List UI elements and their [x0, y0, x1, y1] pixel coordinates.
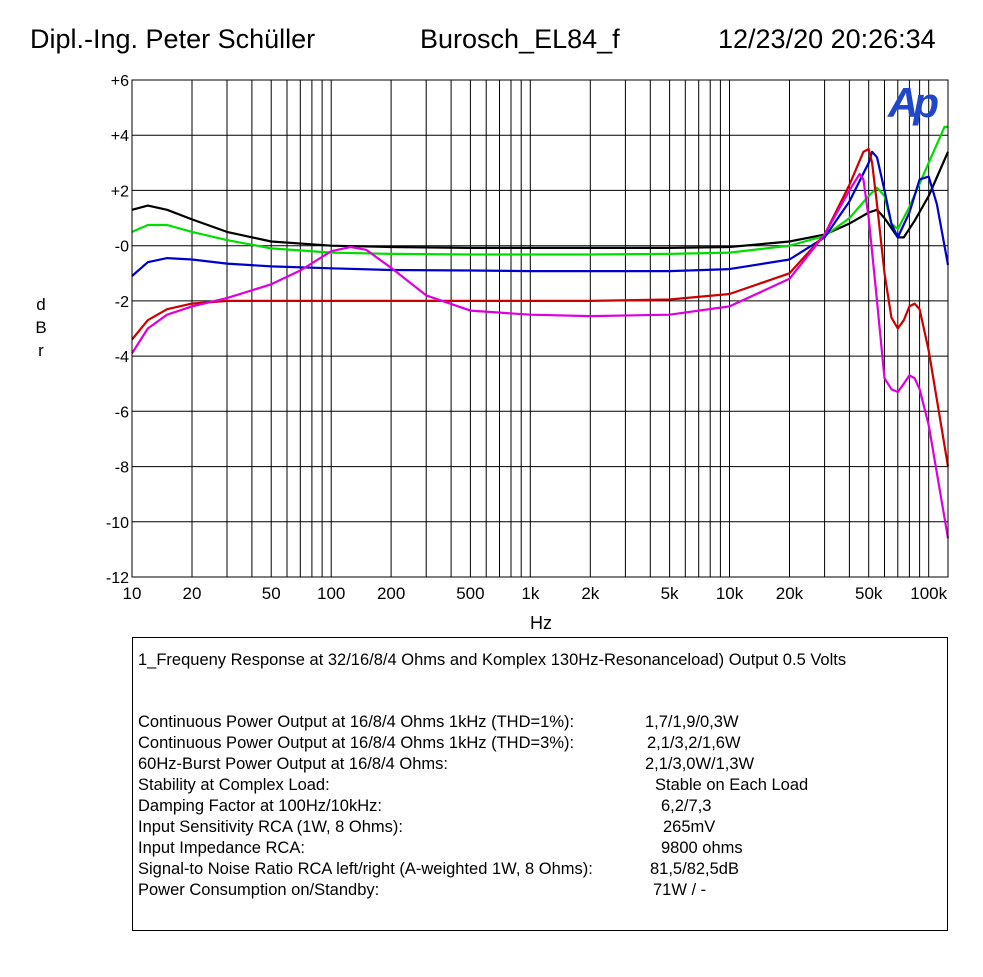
y-tick-label: +2 — [111, 183, 129, 200]
y-tick-label: -6 — [115, 404, 129, 421]
y-tick-label: -12 — [106, 570, 129, 587]
spec-value: 2,1/3,2/1,6W — [647, 734, 741, 752]
info-box: 1_Frequeny Response at 32/16/8/4 Ohms an… — [132, 637, 948, 931]
series-line-3 — [131, 150, 950, 277]
ap-logo: Ap — [887, 79, 943, 126]
x-tick-label: 100k — [910, 584, 947, 603]
spec-label: Continuous Power Output at 16/8/4 Ohms 1… — [138, 734, 575, 752]
plot-frame — [131, 79, 949, 578]
y-tick-label: -8 — [115, 460, 129, 477]
chart-series — [131, 125, 950, 539]
spec-value: 6,2/7,3 — [661, 797, 712, 815]
header-filename: Burosch_EL84_f — [420, 24, 620, 54]
y-axis-label-char: B — [35, 318, 47, 337]
spec-value: 9800 ohms — [661, 839, 743, 857]
spec-value: 1,7/1,9/0,3W — [645, 713, 739, 731]
spec-label: Damping Factor at 100Hz/10kHz: — [138, 797, 382, 815]
x-tick-label: 5k — [661, 584, 679, 603]
spec-label: Signal-to Noise Ratio RCA left/right (A-… — [138, 860, 593, 878]
y-tick-labels: +6 +4 +2 -0 -2 -4 -6 -8 -10 -12 — [106, 73, 129, 587]
x-tick-label: 10k — [716, 584, 744, 603]
spec-value: 71W / - — [653, 881, 707, 899]
x-tick-label: 2k — [581, 584, 599, 603]
y-tick-label: -4 — [115, 349, 129, 366]
header-author: Dipl.-Ing. Peter Schüller — [30, 24, 316, 54]
spec-label: Input Sensitivity RCA (1W, 8 Ohms): — [138, 818, 403, 836]
frequency-response-chart: +6 +4 +2 -0 -2 -4 -6 -8 -10 -12 10 20 50 100 200 500 1k… — [106, 73, 950, 603]
series-line-5 — [131, 172, 950, 539]
x-tick-label: 1k — [521, 584, 539, 603]
y-tick-label: +4 — [111, 128, 129, 145]
y-tick-label: -2 — [115, 294, 129, 311]
x-tick-label: 10 — [123, 584, 142, 603]
measurement-description: 1_Frequeny Response at 32/16/8/4 Ohms an… — [138, 651, 847, 669]
spec-value: Stable on Each Load — [655, 776, 809, 794]
series-line-4 — [131, 147, 950, 467]
y-axis-label-char: d — [36, 295, 46, 314]
spec-value: 81,5/82,5dB — [650, 860, 739, 878]
chart-grid — [131, 79, 948, 578]
y-tick-label: -0 — [115, 239, 129, 256]
spec-label: Power Consumption on/Standby: — [138, 881, 380, 899]
spec-value: 2,1/3,0W/1,3W — [645, 755, 755, 773]
spec-value: 265mV — [663, 818, 716, 836]
x-tick-label: 200 — [377, 584, 405, 603]
x-tick-label: 500 — [456, 584, 484, 603]
spec-label: Continuous Power Output at 16/8/4 Ohms 1… — [138, 713, 575, 731]
x-tick-label: 50 — [262, 584, 281, 603]
spec-label: Input Impedance RCA: — [138, 839, 305, 857]
x-axis-label: Hz — [530, 613, 552, 633]
series-line-2 — [131, 125, 948, 256]
x-tick-label: 100 — [317, 584, 345, 603]
x-tick-labels: 10 20 50 100 200 500 1k 2k 5k 10k 20k 50k 100k — [123, 584, 948, 603]
x-tick-label: 50k — [855, 584, 883, 603]
y-tick-label: +6 — [111, 73, 129, 90]
x-tick-label: 20 — [182, 584, 201, 603]
y-axis-label-char: r — [38, 341, 44, 360]
y-tick-label: -10 — [106, 515, 129, 532]
spec-label: Stability at Complex Load: — [138, 776, 330, 794]
spec-label: 60Hz-Burst Power Output at 16/8/4 Ohms: — [138, 755, 448, 773]
svg-text:Ap: Ap — [887, 79, 938, 126]
x-tick-label: 20k — [776, 584, 804, 603]
header-datetime: 12/23/20 20:26:34 — [718, 24, 936, 54]
